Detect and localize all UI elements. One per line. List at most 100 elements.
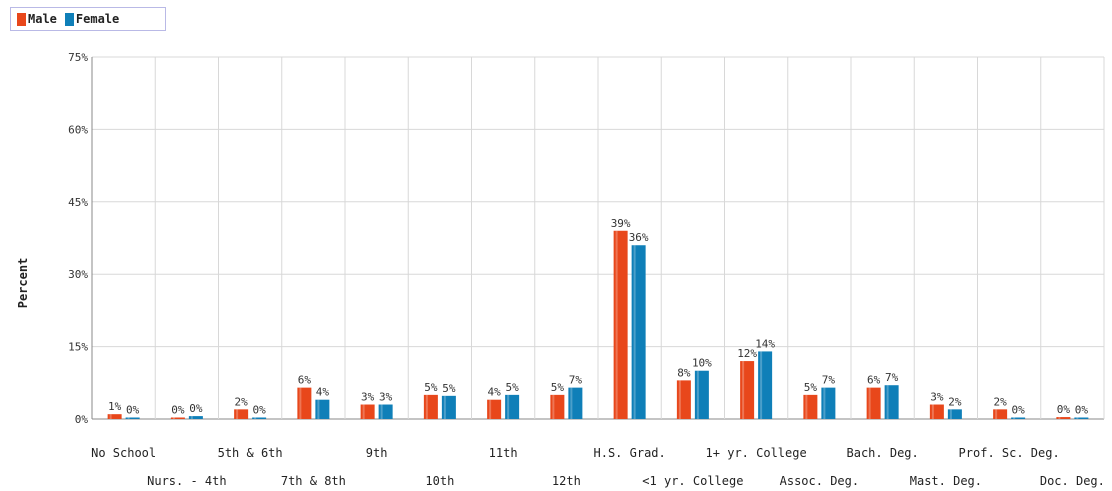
data-label: 1% — [108, 400, 122, 413]
bar-female — [378, 404, 393, 419]
bar-highlight — [299, 387, 302, 419]
data-label: 3% — [361, 391, 375, 404]
bar-male — [993, 409, 1008, 419]
data-label: 3% — [379, 391, 393, 404]
bar-highlight — [1013, 417, 1016, 419]
x-tick-label: Bach. Deg. — [847, 446, 919, 460]
bar-highlight — [362, 404, 365, 419]
bar-highlight — [254, 417, 257, 419]
x-tick-label: H.S. Grad. — [594, 446, 666, 460]
bar-male — [297, 387, 312, 419]
bar-highlight — [995, 409, 998, 419]
bar-female — [758, 351, 773, 419]
bar-highlight — [805, 394, 808, 419]
data-label: 36% — [629, 231, 649, 244]
bar-female — [631, 245, 646, 419]
bar-highlight — [109, 414, 112, 419]
x-tick-label: Prof. Sc. Deg. — [959, 446, 1060, 460]
data-label: 3% — [930, 391, 944, 404]
data-label: 0% — [1075, 404, 1089, 417]
bar-female — [125, 417, 140, 419]
bar-female — [694, 370, 709, 419]
bar-male — [360, 404, 375, 419]
data-label: 5% — [551, 381, 565, 394]
bar-highlight — [443, 395, 446, 419]
bar-female — [505, 394, 520, 419]
bar-female — [884, 385, 899, 419]
bar-highlight — [172, 417, 175, 419]
bar-highlight — [380, 404, 383, 419]
x-tick-label: 7th & 8th — [281, 474, 346, 488]
x-tick-label: 10th — [425, 474, 454, 488]
legend-label-female: Female — [75, 12, 120, 26]
bar-highlight — [678, 380, 681, 419]
bar-highlight — [1076, 417, 1079, 419]
data-label: 4% — [316, 386, 330, 399]
bar-male — [423, 394, 438, 419]
bar-male — [487, 399, 502, 419]
data-label: 7% — [569, 374, 583, 387]
data-label: 4% — [488, 386, 502, 399]
data-label: 5% — [804, 381, 818, 394]
bar-female — [188, 416, 203, 419]
bar-female — [315, 399, 330, 419]
bar-highlight — [317, 399, 320, 419]
bar-female — [821, 387, 836, 419]
bars — [107, 230, 1089, 419]
bar-female — [441, 395, 456, 419]
y-tick-label: 60% — [68, 123, 88, 136]
y-tick-label: 30% — [68, 268, 88, 281]
bar-highlight — [886, 385, 889, 419]
bar-highlight — [507, 394, 510, 419]
data-label: 0% — [1012, 404, 1026, 417]
bar-male — [107, 414, 122, 419]
grid-lines — [91, 56, 1105, 420]
bar-female — [947, 409, 962, 419]
data-label: 6% — [298, 374, 312, 387]
bar-male — [803, 394, 818, 419]
data-label: 8% — [677, 366, 691, 379]
bar-highlight — [615, 230, 618, 419]
data-label: 6% — [867, 374, 881, 387]
bar-highlight — [570, 387, 573, 419]
x-tick-label: <1 yr. College — [642, 474, 743, 488]
y-tick-label: 0% — [75, 413, 89, 426]
bar-highlight — [489, 399, 492, 419]
data-label: 14% — [755, 337, 775, 350]
data-label: 39% — [611, 217, 631, 230]
x-tick-label: 1+ yr. College — [706, 446, 807, 460]
bar-male — [550, 394, 565, 419]
data-label: 0% — [253, 404, 267, 417]
bar-male — [613, 230, 628, 419]
data-label: 2% — [235, 395, 249, 408]
y-tick-label: 45% — [68, 196, 88, 209]
bar-highlight — [868, 387, 871, 419]
legend-label-male: Male — [28, 12, 57, 26]
data-label: 5% — [506, 381, 520, 394]
bar-highlight — [823, 387, 826, 419]
labels: 0% 15% 30% 45% 60% 75% 1% 0% No School 0% 0% Nurs. … — [68, 51, 1105, 488]
bar-highlight — [236, 409, 239, 419]
x-tick-label: 12th — [552, 474, 581, 488]
bar-highlight — [633, 245, 636, 419]
data-label: 10% — [692, 357, 712, 370]
bar-highlight — [127, 417, 130, 419]
data-label: 5% — [442, 382, 456, 395]
bar-highlight — [552, 394, 555, 419]
x-tick-label: 11th — [489, 446, 518, 460]
data-label: 0% — [1057, 403, 1071, 416]
bar-highlight — [931, 404, 934, 419]
bar-highlight — [696, 370, 699, 419]
y-axis-title: Percent — [16, 258, 30, 309]
data-label: 0% — [126, 404, 140, 417]
data-label: 0% — [171, 404, 185, 417]
bar-female — [568, 387, 583, 419]
data-label: 2% — [948, 395, 962, 408]
data-label: 0% — [189, 402, 203, 415]
bar-highlight — [190, 416, 193, 419]
bar-highlight — [425, 394, 428, 419]
bar-female — [1074, 417, 1089, 419]
x-tick-label: 9th — [366, 446, 388, 460]
y-tick-label: 75% — [68, 51, 88, 64]
